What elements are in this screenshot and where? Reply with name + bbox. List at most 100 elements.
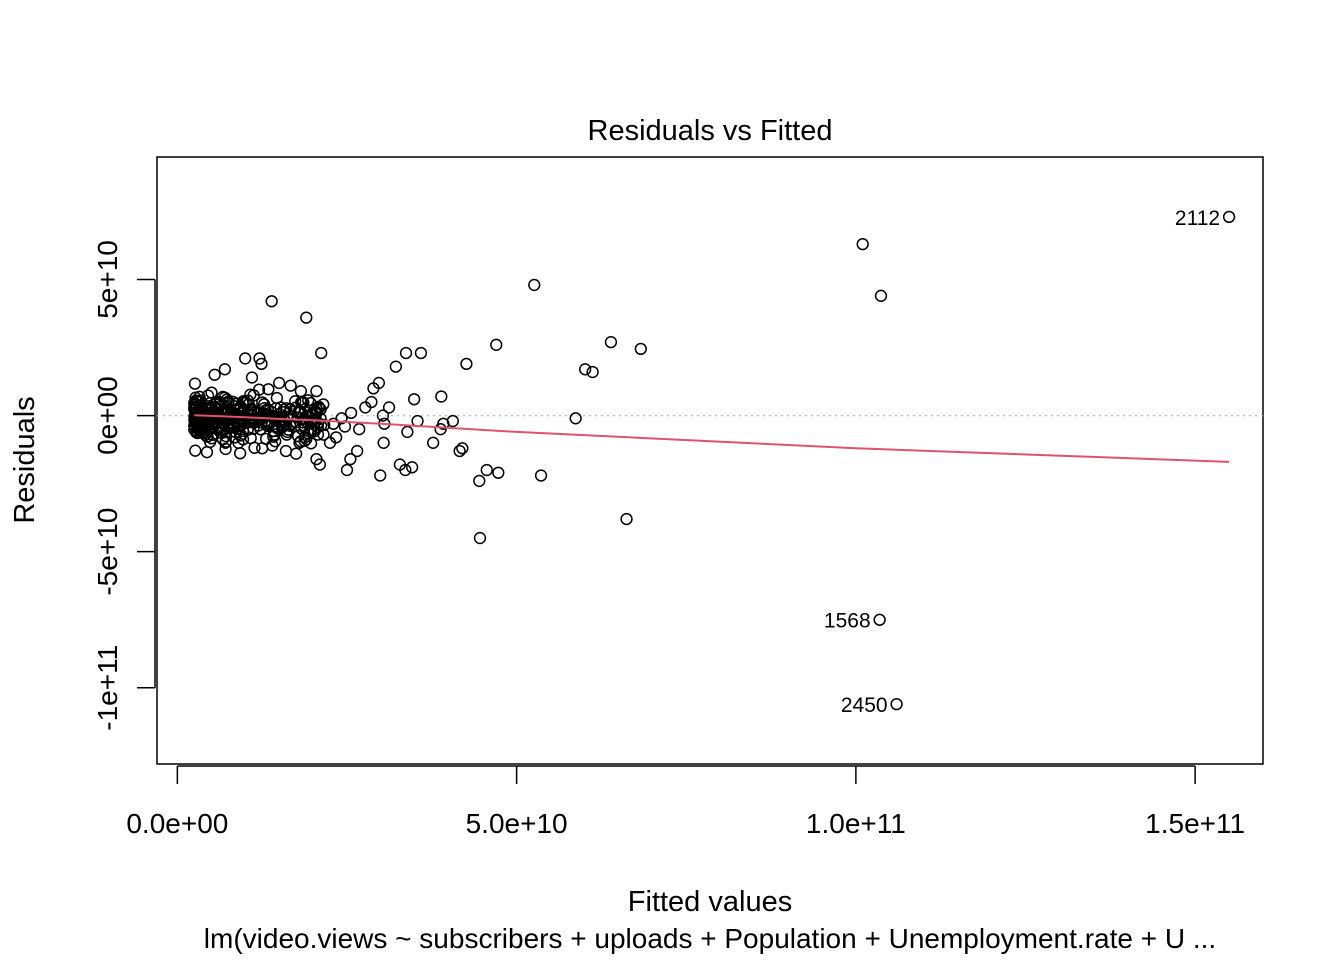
cluster-point bbox=[205, 386, 218, 399]
cluster-point bbox=[188, 419, 201, 432]
smooth-trend-line bbox=[194, 414, 1230, 463]
y-tick-label: -1e+11 bbox=[92, 645, 123, 731]
residual-point bbox=[492, 466, 505, 479]
residual-point bbox=[435, 390, 448, 403]
residual-point bbox=[351, 444, 364, 458]
y-tick-label: -5e+10 bbox=[92, 508, 123, 596]
residual-point bbox=[434, 423, 447, 436]
residual-point bbox=[856, 237, 869, 251]
x-tick-label: 1.5e+11 bbox=[1145, 808, 1245, 839]
residual-point bbox=[289, 447, 303, 460]
cluster-point bbox=[311, 428, 325, 441]
residual-point bbox=[279, 444, 293, 458]
chart-title: Residuals vs Fitted bbox=[588, 115, 833, 147]
point-label: 2450 bbox=[841, 694, 888, 717]
smooth-line bbox=[194, 414, 1230, 463]
cluster-point bbox=[298, 403, 312, 416]
cluster-point bbox=[212, 397, 226, 411]
residual-point bbox=[401, 425, 414, 439]
cluster-point bbox=[216, 390, 229, 404]
residual-point bbox=[365, 395, 378, 409]
residual-point bbox=[253, 352, 266, 365]
cluster-point bbox=[276, 419, 289, 433]
residual-point bbox=[218, 363, 232, 376]
residual-point bbox=[427, 436, 440, 449]
cluster-point bbox=[226, 417, 239, 430]
y-tick-label: 0e+00 bbox=[92, 376, 123, 455]
point-label: 1568 bbox=[824, 610, 871, 633]
residual-point bbox=[534, 469, 548, 482]
residual-point bbox=[399, 463, 412, 477]
residual-point bbox=[579, 363, 592, 376]
cluster-point bbox=[219, 435, 233, 448]
cluster-point bbox=[248, 441, 261, 454]
cluster-point bbox=[201, 389, 215, 402]
point-label: 2112 bbox=[1175, 207, 1220, 230]
residual-point bbox=[453, 444, 466, 458]
residual-points bbox=[188, 210, 1236, 711]
plot-box bbox=[156, 156, 1264, 765]
residual-point bbox=[245, 371, 259, 384]
residual-point bbox=[344, 406, 358, 420]
labeled-point bbox=[890, 697, 903, 711]
cluster-point bbox=[233, 447, 247, 460]
cluster-point bbox=[237, 394, 250, 408]
x-tick-label: 0.0e+00 bbox=[126, 808, 228, 839]
residual-point bbox=[294, 384, 307, 398]
cluster-point bbox=[317, 428, 330, 441]
cluster-point bbox=[268, 410, 282, 423]
residual-point bbox=[329, 431, 343, 444]
cluster-point bbox=[244, 388, 257, 401]
cluster-point bbox=[270, 391, 284, 405]
residual-point bbox=[374, 469, 387, 482]
cluster-point bbox=[231, 402, 244, 416]
residual-point bbox=[239, 352, 252, 365]
residual-point bbox=[586, 365, 599, 379]
residual-point bbox=[232, 436, 245, 449]
residual-point bbox=[480, 463, 493, 477]
cluster-point bbox=[288, 419, 301, 433]
cluster-point bbox=[188, 377, 202, 390]
cluster-point bbox=[192, 395, 205, 409]
cluster-point bbox=[208, 418, 221, 431]
cluster-point bbox=[302, 427, 315, 440]
y-axis: -1e+11 -5e+10 0e+00 5e+10 bbox=[92, 240, 156, 731]
residual-point bbox=[569, 412, 582, 425]
cluster-point bbox=[189, 444, 202, 457]
residual-point bbox=[399, 346, 413, 360]
residual-point bbox=[405, 461, 419, 474]
residual-point bbox=[310, 452, 323, 466]
residual-point bbox=[315, 346, 328, 360]
residual-point bbox=[528, 278, 541, 292]
residual-point bbox=[456, 442, 469, 455]
outlier-labels: 2112 1568 2450 bbox=[824, 207, 1220, 717]
residual-point bbox=[460, 357, 473, 371]
residual-point bbox=[265, 295, 278, 308]
x-axis: 0.0e+00 5.0e+10 1.0e+11 1.5e+11 bbox=[126, 765, 1245, 839]
labeled-point bbox=[1222, 210, 1236, 224]
cluster-point bbox=[236, 424, 250, 437]
residual-point bbox=[604, 335, 618, 349]
residual-point bbox=[874, 289, 888, 302]
cluster-point bbox=[318, 418, 331, 432]
model-formula-subtitle: lm(video.views ~ subscribers + uploads +… bbox=[204, 923, 1216, 954]
residual-point bbox=[408, 393, 421, 406]
residual-point bbox=[377, 436, 390, 449]
residual-point bbox=[473, 474, 486, 488]
cluster-point bbox=[312, 400, 325, 413]
x-axis-label: Fitted values bbox=[628, 886, 792, 918]
residual-point bbox=[293, 436, 306, 449]
cluster-point bbox=[314, 412, 327, 425]
residual-point bbox=[256, 442, 269, 455]
residual-point bbox=[284, 379, 297, 392]
residual-point bbox=[310, 384, 323, 398]
x-tick-label: 1.0e+11 bbox=[806, 808, 906, 839]
cluster-point bbox=[256, 396, 269, 409]
residual-point bbox=[300, 311, 313, 324]
residual-point bbox=[490, 338, 503, 351]
x-tick-label: 5.0e+10 bbox=[466, 808, 568, 839]
cluster-point bbox=[200, 446, 214, 459]
residual-point bbox=[344, 452, 357, 466]
residual-point bbox=[272, 376, 286, 390]
